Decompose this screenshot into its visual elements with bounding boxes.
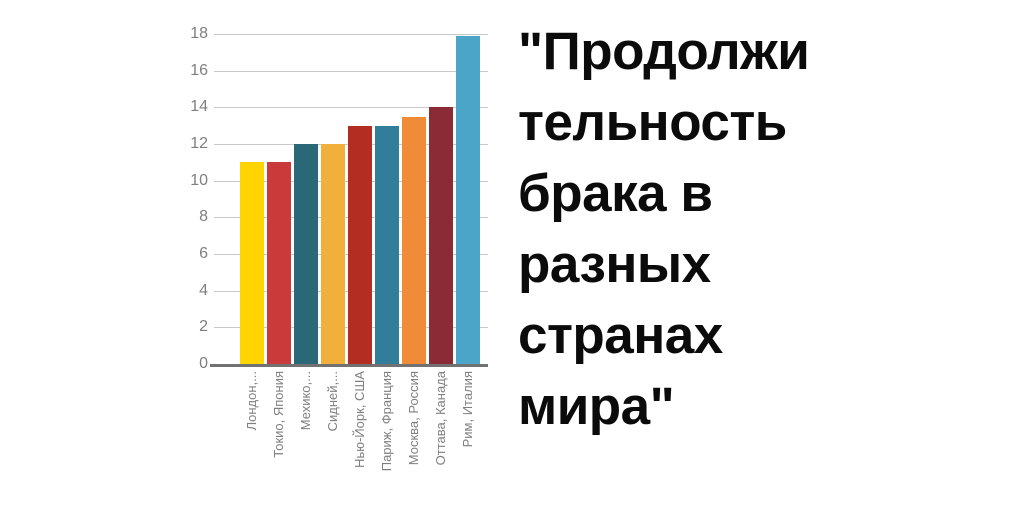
x-category-label-4: Сидней,... (325, 371, 340, 432)
x-category-label-3: Мехико,... (298, 371, 313, 431)
x-axis-line (210, 364, 488, 367)
chart-title-line-4: разных (518, 235, 711, 294)
bar-7-13.5 (402, 116, 426, 364)
chart-title-line-1: "Продолжи (518, 22, 810, 81)
bar-1-11 (240, 162, 264, 364)
chart-title: "Продолжи тельность брака в разных стран… (518, 16, 948, 442)
gridline-y-18 (214, 34, 488, 35)
x-category-label-5: Нью-Йорк, США (352, 371, 367, 468)
plot-area (210, 34, 488, 367)
bar-2-11 (267, 162, 291, 364)
y-tick-label-8: 8 (199, 208, 208, 226)
chart-title-line-6: мира" (518, 377, 675, 436)
y-tick-label-2: 2 (199, 318, 208, 336)
x-category-label-7: Москва, Россия (406, 371, 421, 466)
chart-title-line-3: брака в (518, 164, 713, 223)
gridline-y-16 (214, 70, 488, 72)
bar-5-13 (348, 125, 372, 364)
y-tick-label-16: 16 (190, 61, 208, 79)
bar-3-12 (294, 144, 318, 364)
y-tick-label-14: 14 (190, 98, 208, 116)
y-tick-label-4: 4 (199, 281, 208, 299)
y-tick-label-12: 12 (190, 135, 208, 152)
chart-title-line-5: странах (518, 306, 723, 365)
bar-9-17.9 (456, 35, 480, 364)
x-category-label-6: Париж, Франция (379, 371, 394, 472)
x-category-label-9: Рим, Италия (460, 371, 475, 448)
x-category-label-8: Оттава, Канада (433, 371, 448, 466)
y-axis-tick-labels: 18 16 14 12 10 8 6 4 2 0 (153, 25, 211, 372)
y-tick-label-0: 0 (199, 355, 208, 372)
y-tick-label-6: 6 (199, 245, 208, 262)
x-category-label-1: Лондон,... (244, 371, 259, 431)
bar-4-12 (321, 144, 345, 364)
gridline-y-14 (214, 107, 488, 109)
y-tick-label-10: 10 (190, 171, 208, 189)
bar-8-14 (429, 107, 453, 364)
chart-title-line-2: тельность (518, 93, 787, 152)
x-category-label-2: Токио, Япония (271, 371, 286, 458)
y-tick-label-18: 18 (190, 25, 208, 42)
bar-6-13 (375, 125, 399, 364)
